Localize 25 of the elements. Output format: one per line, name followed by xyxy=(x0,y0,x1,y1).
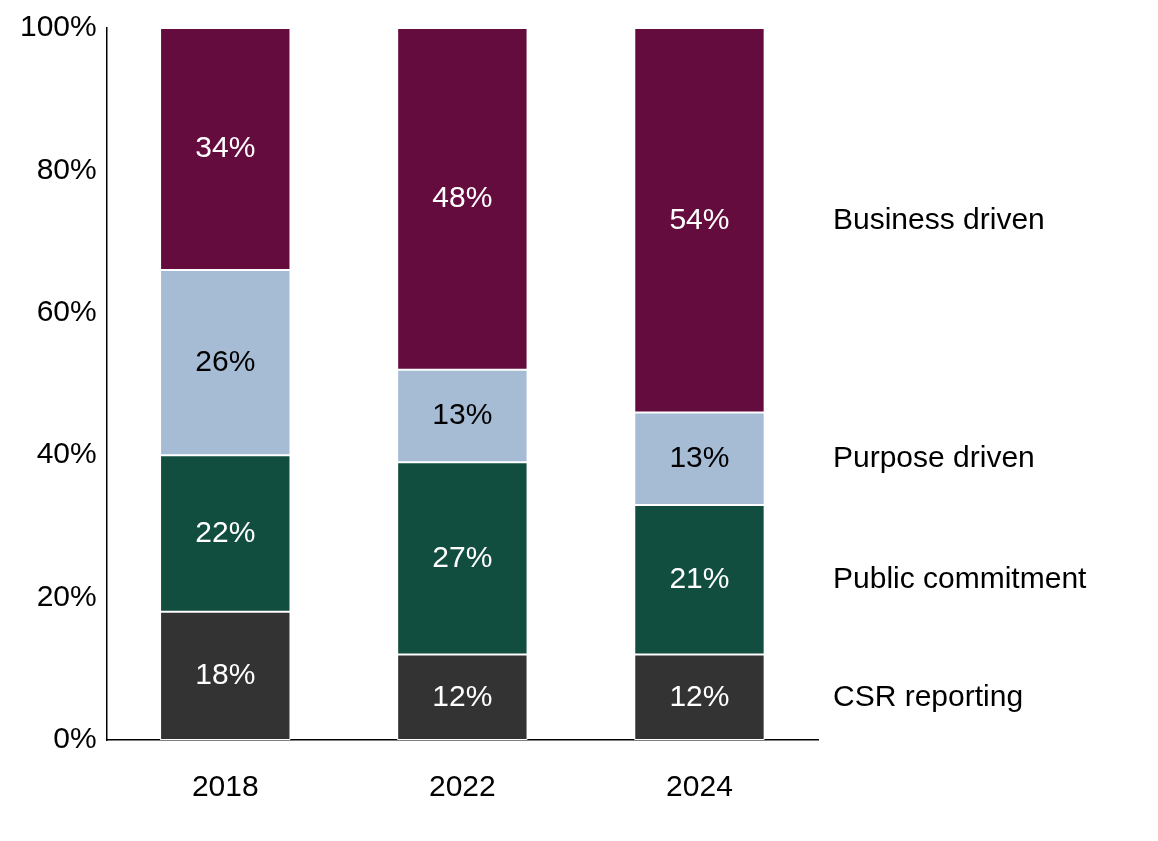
text: 12% xyxy=(432,678,493,712)
y-tick-label: 100% xyxy=(19,9,97,43)
y-tick-label: 40% xyxy=(36,436,97,470)
text: 18% xyxy=(195,657,256,691)
y-tick-label: 0% xyxy=(53,721,97,755)
text: 13% xyxy=(669,440,730,474)
y-tick-label: 80% xyxy=(36,151,97,185)
text: 22% xyxy=(195,514,256,548)
text: 26% xyxy=(195,343,256,377)
y-tick-label: 60% xyxy=(36,294,97,328)
text: 54% xyxy=(669,201,730,235)
x-tick-label: 2018 xyxy=(191,769,259,803)
text: 34% xyxy=(195,130,256,164)
text: 12% xyxy=(669,678,730,712)
text: 27% xyxy=(432,539,493,573)
text: 13% xyxy=(432,397,493,431)
text: Public commitment xyxy=(833,561,1088,595)
y-tick-label: 20% xyxy=(36,578,97,612)
text: Business driven xyxy=(833,201,1045,235)
text: 48% xyxy=(432,180,493,214)
text: 21% xyxy=(669,561,730,595)
x-tick-label: 2022 xyxy=(428,769,496,803)
text: Purpose driven xyxy=(833,440,1035,474)
text: CSR reporting xyxy=(833,678,1024,712)
x-tick-label: 2024 xyxy=(666,769,733,803)
